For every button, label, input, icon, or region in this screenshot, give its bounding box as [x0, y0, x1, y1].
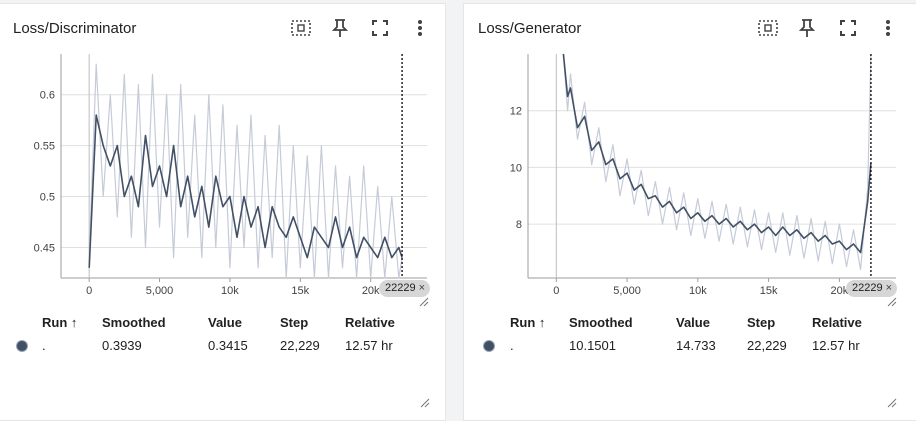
- column-header-step[interactable]: Step: [747, 315, 776, 330]
- y-tick-label: 0.6: [40, 90, 55, 102]
- step-cursor-value: 22229: [385, 282, 416, 294]
- raw-series-line: [562, 53, 872, 271]
- sort-arrow-icon: ↑: [70, 315, 78, 330]
- step-value: 22,229: [747, 338, 787, 353]
- x-tick-label: 5,000: [146, 285, 174, 297]
- x-tick-label: 15k: [760, 285, 778, 297]
- y-tick-label: 0.5: [40, 192, 55, 204]
- raw-value: 0.3415: [208, 338, 248, 353]
- smoothed-series-line: [562, 53, 872, 254]
- x-tick-label: 20k: [362, 285, 380, 297]
- y-tick-label: 12: [510, 106, 522, 118]
- close-icon[interactable]: ×: [885, 282, 893, 294]
- x-tick-label: 0: [553, 285, 559, 297]
- run-color-dot: [484, 341, 494, 351]
- more-vert-icon[interactable]: [876, 16, 900, 40]
- fullscreen-icon[interactable]: [836, 16, 860, 40]
- column-header-relative[interactable]: Relative: [345, 315, 395, 330]
- relative-time: 12.57 hr: [812, 338, 860, 353]
- x-tick-label: 15k: [291, 285, 309, 297]
- card-header: Loss/Discriminator: [0, 4, 445, 48]
- column-header-smoothed[interactable]: Smoothed: [102, 315, 166, 330]
- resize-handle-icon[interactable]: [887, 297, 897, 307]
- card-title: Loss/Discriminator: [13, 20, 137, 37]
- x-tick-label: 10k: [689, 285, 707, 297]
- step-cursor-badge[interactable]: 22229 ×: [846, 280, 898, 297]
- raw-value: 14.733: [676, 338, 716, 353]
- resize-handle-icon[interactable]: [420, 398, 430, 408]
- pin-icon[interactable]: [795, 16, 819, 40]
- fit-domain-icon[interactable]: [756, 16, 780, 40]
- y-tick-label: 0.55: [34, 141, 55, 153]
- sort-arrow-icon: ↑: [538, 315, 546, 330]
- resize-handle-icon[interactable]: [419, 297, 429, 307]
- column-header-run[interactable]: Run ↑: [42, 315, 78, 330]
- y-tick-label: 10: [510, 162, 522, 174]
- run-name: .: [42, 338, 46, 353]
- run-color-dot: [17, 341, 27, 351]
- fit-domain-icon[interactable]: [289, 16, 313, 40]
- smoothed-value: 0.3939: [102, 338, 142, 353]
- relative-time: 12.57 hr: [345, 338, 393, 353]
- card-title: Loss/Generator: [478, 20, 582, 37]
- column-header-step[interactable]: Step: [280, 315, 309, 330]
- step-cursor-value: 22229: [852, 282, 883, 294]
- x-tick-label: 0: [86, 285, 92, 297]
- resize-handle-icon[interactable]: [887, 398, 897, 408]
- run-name: .: [510, 338, 514, 353]
- smoothed-series-line: [88, 114, 403, 268]
- column-header-value[interactable]: Value: [676, 315, 710, 330]
- column-header-run[interactable]: Run ↑: [510, 315, 546, 330]
- step-value: 22,229: [280, 338, 320, 353]
- scalar-card-discriminator: Loss/Discriminator 0.45 0.5 0.55 0.6 0 5,000 1…: [0, 3, 446, 421]
- x-tick-label: 20k: [831, 285, 849, 297]
- pin-icon[interactable]: [328, 16, 352, 40]
- raw-series-line: [88, 63, 403, 279]
- column-header-relative[interactable]: Relative: [812, 315, 862, 330]
- y-tick-label: 0.45: [34, 242, 55, 254]
- column-header-value[interactable]: Value: [208, 315, 242, 330]
- line-chart[interactable]: 8 10 12 0 5,000 10k 15k 20k: [464, 48, 910, 308]
- y-tick-label: 8: [516, 219, 522, 231]
- card-header: Loss/Generator: [464, 4, 916, 48]
- x-tick-label: 10k: [221, 285, 239, 297]
- x-tick-label: 5,000: [613, 285, 641, 297]
- scalar-card-generator: Loss/Generator 8 10 12 0 5,000 10k 15k 20k 2222…: [463, 3, 916, 421]
- more-vert-icon[interactable]: [408, 16, 432, 40]
- step-cursor-badge[interactable]: 22229 ×: [379, 280, 431, 297]
- column-header-smoothed[interactable]: Smoothed: [569, 315, 633, 330]
- close-icon[interactable]: ×: [418, 282, 426, 294]
- smoothed-value: 10.1501: [569, 338, 616, 353]
- line-chart[interactable]: 0.45 0.5 0.55 0.6 0 5,000 10k 15k 20k: [0, 48, 439, 308]
- fullscreen-icon[interactable]: [368, 16, 392, 40]
